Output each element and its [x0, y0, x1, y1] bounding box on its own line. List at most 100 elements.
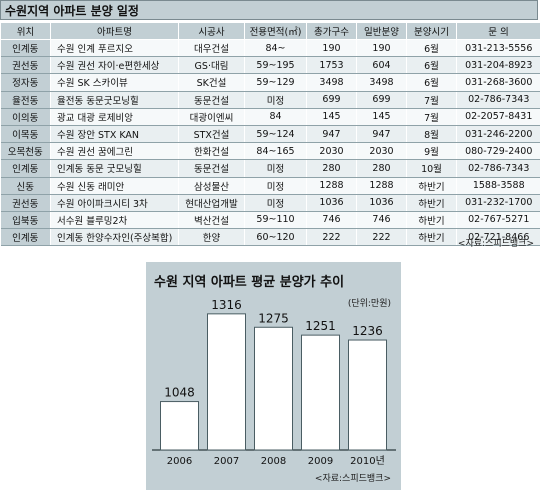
cell-location: 인계동 [0, 159, 51, 178]
cell-total-units: 2030 [306, 142, 357, 161]
cell-builder: 대우건설 [178, 39, 245, 58]
cell-apartment-name: 수원 아이파크시티 3차 [50, 194, 179, 212]
cell-sale-period: 6월 [406, 73, 457, 92]
cell-total-units: 222 [306, 228, 357, 247]
cell-location: 인계동 [0, 228, 51, 247]
cell-total-units: 145 [306, 108, 357, 126]
header-general-sale: 일반분양 [356, 22, 407, 40]
cell-builder: 동문건설 [178, 91, 245, 109]
chart-title: 수원 지역 아파트 평균 분양가 추이 [154, 275, 345, 290]
cell-contact: 031-213-5556 [456, 39, 540, 58]
cell-location: 이목동 [0, 125, 51, 144]
cell-general-sale: 604 [356, 56, 407, 75]
cell-contact: 031-232-1700 [456, 194, 540, 212]
cell-apartment-name: 수원 SK 스카이뷰 [50, 73, 179, 92]
cell-apartment-name: 율전동 동문굿모닝힐 [50, 91, 179, 109]
header-area: 전용면적(㎡) [244, 22, 307, 40]
cell-sale-period: 6월 [406, 56, 457, 75]
cell-total-units: 1753 [306, 56, 357, 75]
header-total-units: 총가구수 [306, 22, 357, 40]
cell-contact: 02-786-7343 [456, 91, 540, 109]
cell-location: 정자동 [0, 73, 51, 92]
table-row: 신동 수원 신동 래미안 삼성물산 미정 1288 1288 하반기 1588-3588 [0, 177, 540, 195]
x-tick-label: 2008 [261, 456, 286, 467]
cell-sale-period: 9월 [406, 142, 457, 161]
bar-value-label: 1048 [164, 386, 195, 400]
cell-area: 미정 [244, 177, 307, 195]
cell-general-sale: 699 [356, 91, 407, 109]
cell-builder: 대광이엔씨 [178, 108, 245, 126]
table-row: 인계동 수원 인계 푸르지오 대우건설 84~ 190 190 6월 031-213-5556 [0, 39, 540, 58]
cell-general-sale: 1036 [356, 194, 407, 212]
cell-general-sale: 2030 [356, 142, 407, 161]
table-row: 권선동 수원 권선 자이·e편한세상 GS·대림 59~195 1753 604 6월 031… [0, 56, 540, 75]
cell-area: 84~ [244, 39, 307, 58]
x-tick-label: 2009 [308, 456, 333, 467]
cell-total-units: 3498 [306, 73, 357, 92]
x-tick-label: 2007 [214, 456, 239, 467]
header-location: 위치 [0, 22, 51, 40]
cell-area: 59~195 [244, 56, 307, 75]
cell-builder: 삼성물산 [178, 177, 245, 195]
price-bar-chart: 1048 2006 1316 2007 1275 2008 1251 2009 1236 2010… [152, 298, 396, 467]
header-sale-period: 분양시기 [406, 22, 457, 40]
cell-apartment-name: 광교 대광 로제비앙 [50, 108, 179, 126]
cell-contact: 02-2057-8431 [456, 108, 540, 126]
cell-sale-period: 7월 [406, 91, 457, 109]
cell-location: 신동 [0, 177, 51, 195]
cell-builder: 현대산업개발 [178, 194, 245, 212]
cell-total-units: 1036 [306, 194, 357, 212]
table-row: 이의동 광교 대광 로제비앙 대광이엔씨 84 145 145 7월 02-2057-8431 [0, 108, 540, 126]
price-chart-panel: 수원 지역 아파트 평균 분양가 추이 (단위:만원) 1048 2006 1316… [146, 262, 401, 490]
cell-location: 권선동 [0, 56, 51, 75]
header-apartment: 아파트명 [50, 22, 179, 40]
cell-builder: GS·대림 [178, 56, 245, 75]
cell-area: 59~110 [244, 211, 307, 230]
cell-contact: 031-268-3600 [456, 73, 540, 92]
cell-sale-period: 6월 [406, 39, 457, 58]
schedule-table: 위치 아파트명 시공사 전용면적(㎡) 총가구수 일반분양 분양시기 문 의 인… [0, 22, 540, 247]
cell-builder: 동문건설 [178, 159, 245, 178]
cell-builder: STX건설 [178, 125, 245, 144]
cell-general-sale: 3498 [356, 73, 407, 92]
cell-apartment-name: 수원 권선 꿈에그린 [50, 142, 179, 161]
table-row: 이목동 수원 장안 STX KAN STX건설 59~124 947 947 8월 031-2… [0, 125, 540, 144]
cell-contact: 080-729-2400 [456, 142, 540, 161]
cell-sale-period: 7월 [406, 108, 457, 126]
cell-area: 60~120 [244, 228, 307, 247]
bar-value-label: 1275 [258, 311, 289, 325]
cell-contact: 031-246-2200 [456, 125, 540, 144]
x-tick-label: 2010년 [350, 455, 385, 467]
cell-general-sale: 190 [356, 39, 407, 58]
cell-sale-period: 8월 [406, 125, 457, 144]
cell-location: 입북동 [0, 211, 51, 230]
cell-total-units: 699 [306, 91, 357, 109]
cell-area: 59~124 [244, 125, 307, 144]
cell-apartment-name: 인계동 동문 굿모닝힐 [50, 159, 179, 178]
schedule-table-panel: 수원지역 아파트 분양 일정 위치 아파트명 시공사 전용면적(㎡) 총가구수 … [0, 0, 540, 251]
bar-value-label: 1316 [211, 298, 242, 312]
cell-total-units: 746 [306, 211, 357, 230]
cell-apartment-name: 수원 권선 자이·e편한세상 [50, 56, 179, 75]
table-row: 정자동 수원 SK 스카이뷰 SK건설 59~129 3498 3498 6월 031-268… [0, 73, 540, 92]
cell-sale-period: 하반기 [406, 228, 457, 247]
cell-area: 미정 [244, 194, 307, 212]
cell-area: 84 [244, 108, 307, 126]
cell-total-units: 190 [306, 39, 357, 58]
bar-1 [207, 313, 246, 451]
header-contact: 문 의 [456, 22, 540, 40]
cell-total-units: 1288 [306, 177, 357, 195]
cell-area: 59~129 [244, 73, 307, 92]
bar-0 [160, 401, 199, 451]
table-source: <자료:스피드뱅크> [457, 239, 534, 249]
x-tick-label: 2006 [167, 456, 192, 467]
cell-contact: 02-767-5271 [456, 211, 540, 230]
table-row: 인계동 인계동 동문 굿모닝힐 동문건설 미정 280 280 10월 02-786-7343 [0, 159, 540, 178]
chart-unit: (단위:만원) [347, 299, 391, 309]
cell-general-sale: 280 [356, 159, 407, 178]
cell-general-sale: 222 [356, 228, 407, 247]
cell-sale-period: 하반기 [406, 211, 457, 230]
bar-4 [348, 339, 387, 451]
table-row: 오목천동 수원 권선 꿈에그린 한화건설 84~165 2030 2030 9월 080-72… [0, 142, 540, 161]
cell-apartment-name: 수원 인계 푸르지오 [50, 39, 179, 58]
